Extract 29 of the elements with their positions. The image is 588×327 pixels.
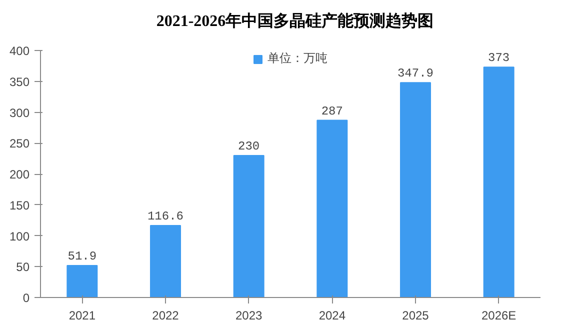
y-tick-label: 100 (9, 229, 30, 244)
data-label: 116.6 (147, 210, 184, 224)
bar (316, 120, 348, 298)
data-label: 51.9 (68, 249, 97, 264)
bar (400, 82, 431, 298)
data-label: 373 (488, 51, 510, 66)
y-tick-label: 400 (9, 44, 30, 58)
x-tick-label: 2024 (318, 308, 346, 322)
data-label: 287 (321, 104, 343, 118)
x-tick-label: 2022 (152, 308, 180, 322)
y-tick-label: 300 (9, 106, 30, 120)
x-tick-label: 2023 (235, 308, 263, 322)
legend-label: 单位：万吨 (268, 50, 328, 67)
x-tick-label: 2026E (481, 308, 516, 322)
bar (483, 66, 514, 298)
x-tick-label: 2025 (402, 308, 430, 322)
y-tick-label: 200 (9, 168, 30, 182)
y-tick-label: 0 (22, 291, 30, 305)
y-tick-label: 150 (9, 198, 30, 212)
y-tick-label: 350 (9, 74, 30, 89)
bar (66, 264, 98, 298)
chart-title: 2021-2026年中国多晶硅产能预测趋势图 (156, 11, 434, 32)
data-label: 347.9 (397, 66, 434, 81)
bar (233, 154, 264, 298)
y-tick-label: 50 (16, 260, 30, 274)
data-label: 230 (238, 139, 260, 154)
bar (150, 225, 181, 298)
y-tick-label: 250 (9, 136, 30, 151)
x-tick-label: 2021 (68, 308, 96, 322)
